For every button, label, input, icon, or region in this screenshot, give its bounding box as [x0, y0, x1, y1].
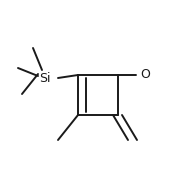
Text: O: O	[140, 69, 150, 82]
Text: Si: Si	[39, 71, 51, 84]
